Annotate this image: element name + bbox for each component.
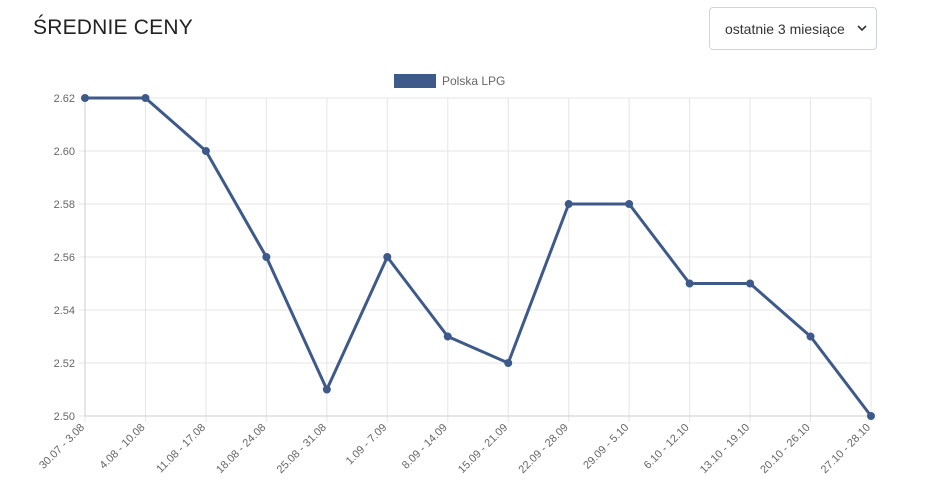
data-point [504, 359, 513, 367]
y-tick-label: 2.56 [54, 252, 75, 264]
y-tick-label: 2.58 [54, 199, 75, 211]
data-point [685, 279, 694, 288]
period-select-value: ostatnie 3 miesiące [725, 21, 845, 37]
data-point [383, 253, 392, 261]
x-tick-label: 27.10 - 28.10 [819, 422, 873, 476]
x-tick-label: 25.08 - 31.08 [275, 422, 329, 476]
data-point [625, 200, 634, 208]
x-tick-label: 4.08 - 10.08 [98, 422, 148, 472]
x-tick-label: 29.09 - 5.10 [581, 422, 631, 472]
data-point [443, 332, 452, 341]
data-point [262, 253, 271, 261]
data-point [564, 200, 573, 208]
y-tick-label: 2.60 [54, 146, 75, 158]
x-tick-label: 20.10 - 26.10 [758, 422, 812, 476]
data-point [746, 279, 755, 288]
chevron-down-icon [857, 25, 867, 32]
data-point [867, 412, 875, 420]
x-tick-label: 15.09 - 21.09 [456, 422, 510, 476]
x-tick-label: 6.10 - 12.10 [642, 422, 692, 472]
y-tick-label: 2.50 [54, 411, 75, 423]
data-point [322, 385, 331, 394]
y-tick-label: 2.52 [54, 358, 75, 370]
legend-swatch [394, 74, 436, 88]
data-point [141, 94, 150, 102]
x-tick-label: 18.08 - 24.08 [214, 422, 268, 476]
data-point [806, 332, 815, 341]
legend-label: Polska LPG [442, 74, 505, 88]
page-title: ŚREDNIE CENY [33, 16, 193, 39]
x-tick-label: 8.09 - 14.09 [400, 422, 450, 472]
x-tick-label: 1.09 - 7.09 [344, 422, 390, 468]
x-tick-label: 11.08 - 17.08 [154, 422, 208, 476]
period-select[interactable]: ostatnie 3 miesiące [709, 7, 877, 50]
x-tick-label: 22.09 - 28.09 [516, 422, 570, 476]
x-tick-label: 30.07 - 3.08 [37, 422, 87, 472]
data-point [81, 94, 89, 102]
series-line [85, 96, 873, 417]
y-tick-label: 2.62 [54, 93, 75, 105]
y-tick-label: 2.54 [54, 305, 75, 317]
data-point [201, 147, 210, 155]
x-tick-label: 13.10 - 19.10 [698, 422, 752, 476]
